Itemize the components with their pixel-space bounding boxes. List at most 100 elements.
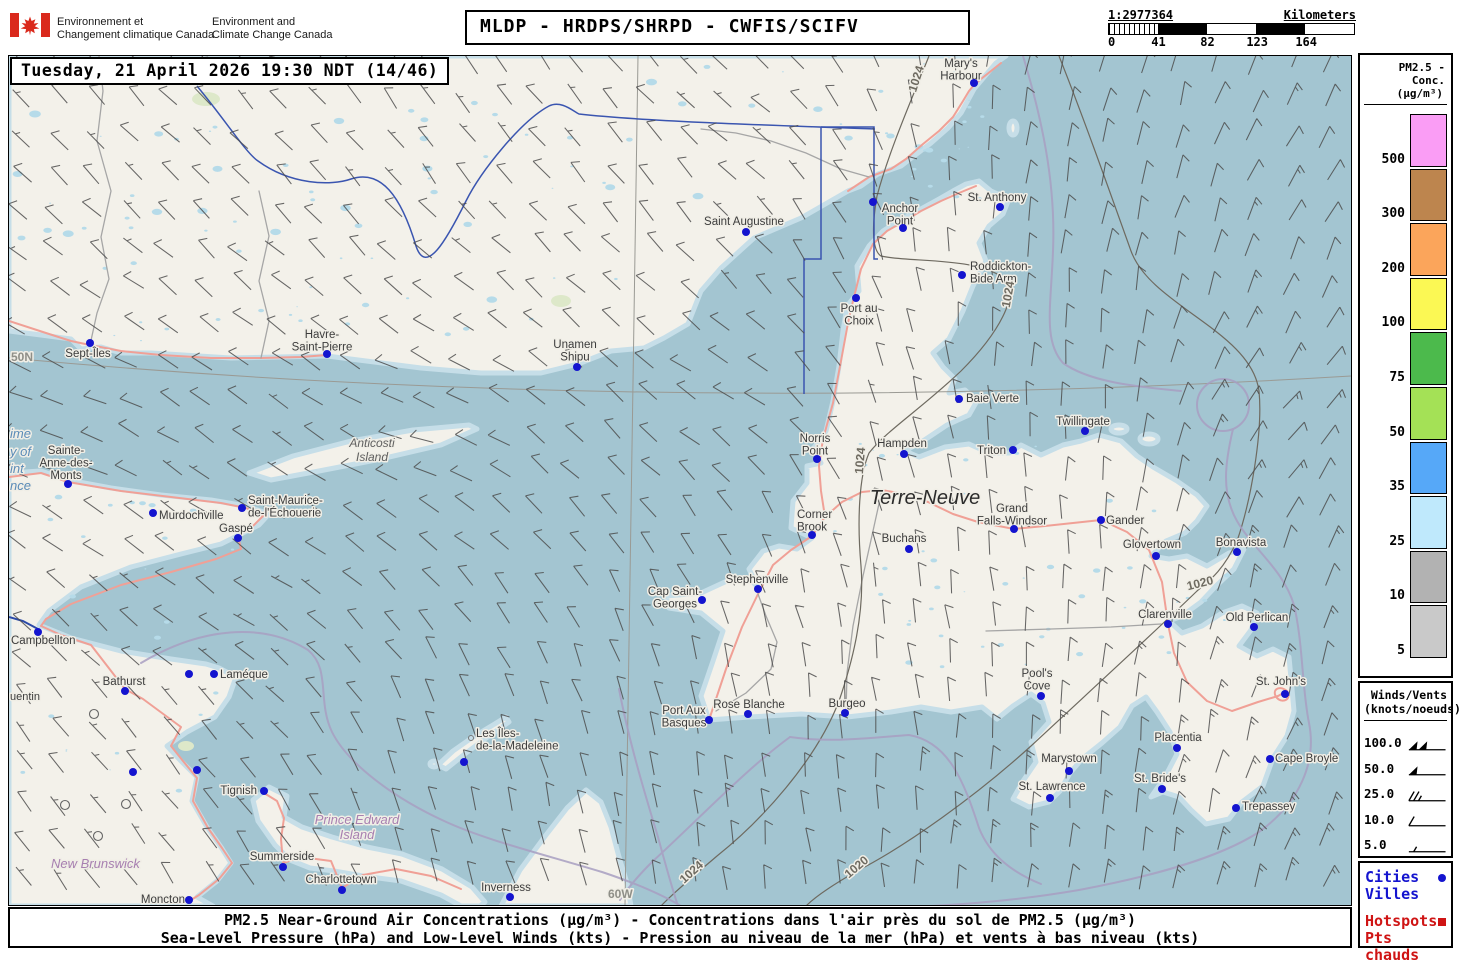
city-dot[interactable] bbox=[1046, 794, 1054, 802]
city-dot[interactable] bbox=[149, 509, 157, 517]
lake bbox=[212, 165, 223, 172]
lake bbox=[109, 769, 111, 771]
city-label: St. Lawrence bbox=[1018, 781, 1085, 793]
city-label: Saint Augustine bbox=[704, 216, 784, 228]
page-header: Environnement et Changement climatique C… bbox=[0, 0, 1460, 55]
city-label: Anne-des- bbox=[39, 458, 92, 470]
city-dot[interactable] bbox=[905, 545, 913, 553]
lake bbox=[692, 192, 704, 200]
city-dot[interactable] bbox=[238, 504, 246, 512]
city-dot[interactable] bbox=[129, 768, 137, 776]
lake bbox=[839, 123, 843, 125]
city-dot[interactable] bbox=[86, 339, 94, 347]
city-dot[interactable] bbox=[1266, 755, 1274, 763]
city-dot[interactable] bbox=[744, 710, 752, 718]
lake bbox=[1078, 594, 1086, 599]
winds-legend-rows: 100.0 50.0 25.0 10.0 5.0 bbox=[1364, 730, 1447, 858]
city-dot[interactable] bbox=[958, 271, 966, 279]
city-dot[interactable] bbox=[1009, 446, 1017, 454]
city-dot[interactable] bbox=[338, 886, 346, 894]
lake bbox=[65, 750, 68, 752]
city-dot[interactable] bbox=[1097, 516, 1105, 524]
lake bbox=[151, 208, 163, 215]
city-dot[interactable] bbox=[808, 531, 816, 539]
lake bbox=[1121, 626, 1126, 629]
vegetation-patch bbox=[192, 92, 220, 106]
city-dot[interactable] bbox=[1281, 690, 1289, 698]
city-dot[interactable] bbox=[899, 224, 907, 232]
city-dot[interactable] bbox=[869, 198, 877, 206]
lake bbox=[129, 194, 135, 198]
city-dot[interactable] bbox=[210, 670, 218, 678]
calm-wind-icon bbox=[88, 708, 100, 720]
dept-name-fr: Environnement et Changement climatique C… bbox=[57, 16, 215, 41]
city-dot[interactable] bbox=[754, 585, 762, 593]
city-dot[interactable] bbox=[841, 709, 849, 717]
wind-barbs bbox=[9, 56, 1346, 891]
city-dot[interactable] bbox=[1152, 552, 1160, 560]
pm25-legend-row: 50 bbox=[1364, 386, 1447, 440]
city-dot[interactable] bbox=[813, 455, 821, 463]
pm25-level-label: 200 bbox=[1381, 260, 1405, 276]
lake bbox=[230, 548, 235, 551]
lake bbox=[975, 197, 983, 201]
city-dot[interactable] bbox=[996, 203, 1004, 211]
city-dot[interactable] bbox=[955, 395, 963, 403]
lake bbox=[139, 321, 143, 324]
city-dot[interactable] bbox=[121, 687, 129, 695]
city-dot[interactable] bbox=[1173, 744, 1181, 752]
city-dot[interactable] bbox=[506, 893, 514, 901]
lake bbox=[140, 340, 142, 342]
hotspots-label-fr: Pts chauds bbox=[1365, 929, 1420, 964]
city-dot[interactable] bbox=[970, 79, 978, 87]
city-dot[interactable] bbox=[1164, 620, 1172, 628]
lake bbox=[872, 449, 875, 451]
city-dot[interactable] bbox=[460, 758, 468, 766]
pm25-level-label: 10 bbox=[1389, 588, 1405, 604]
city-dot-icon bbox=[1438, 873, 1446, 882]
city-dot[interactable] bbox=[64, 480, 72, 488]
scale-segment bbox=[1305, 24, 1354, 34]
pm25-level-label: 50 bbox=[1389, 424, 1405, 440]
city-dot[interactable] bbox=[705, 716, 713, 724]
city-dot[interactable] bbox=[34, 628, 42, 636]
city-dot[interactable] bbox=[1232, 804, 1240, 812]
lake bbox=[781, 71, 784, 73]
lake bbox=[49, 202, 52, 204]
city-label: Grand bbox=[996, 503, 1028, 515]
city-dot[interactable] bbox=[852, 294, 860, 302]
winds-legend-title: Winds/Vents bbox=[1370, 688, 1447, 702]
city-dot[interactable] bbox=[323, 350, 331, 358]
city-dot[interactable] bbox=[193, 766, 201, 774]
vegetation-patch bbox=[178, 741, 194, 751]
city-label: Marystown bbox=[1041, 753, 1097, 765]
city-dot[interactable] bbox=[1010, 525, 1018, 533]
pm25-legend: PM2.5 - Conc. (µg/m³) 500 300 200 100 75 50 35… bbox=[1358, 53, 1453, 678]
city-dot[interactable] bbox=[185, 670, 193, 678]
city-dot[interactable] bbox=[1158, 785, 1166, 793]
city-dot[interactable] bbox=[1233, 548, 1241, 556]
city-dot[interactable] bbox=[1081, 427, 1089, 435]
lake bbox=[1022, 577, 1025, 579]
city-label: Laméque bbox=[220, 669, 268, 681]
winds-legend-row: 100.0 bbox=[1364, 730, 1447, 756]
wind-speed-label: 25.0 bbox=[1364, 786, 1395, 802]
city-dot[interactable] bbox=[260, 787, 268, 795]
city-label: Gander bbox=[1106, 515, 1145, 527]
city-dot[interactable] bbox=[573, 363, 581, 371]
city-dot[interactable] bbox=[1037, 692, 1045, 700]
city-dot[interactable] bbox=[1065, 767, 1073, 775]
scale-ratio: 1:2977364 bbox=[1108, 8, 1174, 22]
city-label: Tignish bbox=[220, 785, 257, 797]
city-dot[interactable] bbox=[234, 534, 242, 542]
city-dot[interactable] bbox=[185, 896, 193, 904]
city-label: Rose Blanche bbox=[713, 699, 785, 711]
city-dot[interactable] bbox=[698, 596, 706, 604]
city-dot[interactable] bbox=[742, 228, 750, 236]
city-dot[interactable] bbox=[279, 863, 287, 871]
lake bbox=[288, 313, 293, 316]
city-dot[interactable] bbox=[1250, 623, 1258, 631]
city-dot[interactable] bbox=[900, 450, 908, 458]
lake bbox=[602, 181, 606, 184]
